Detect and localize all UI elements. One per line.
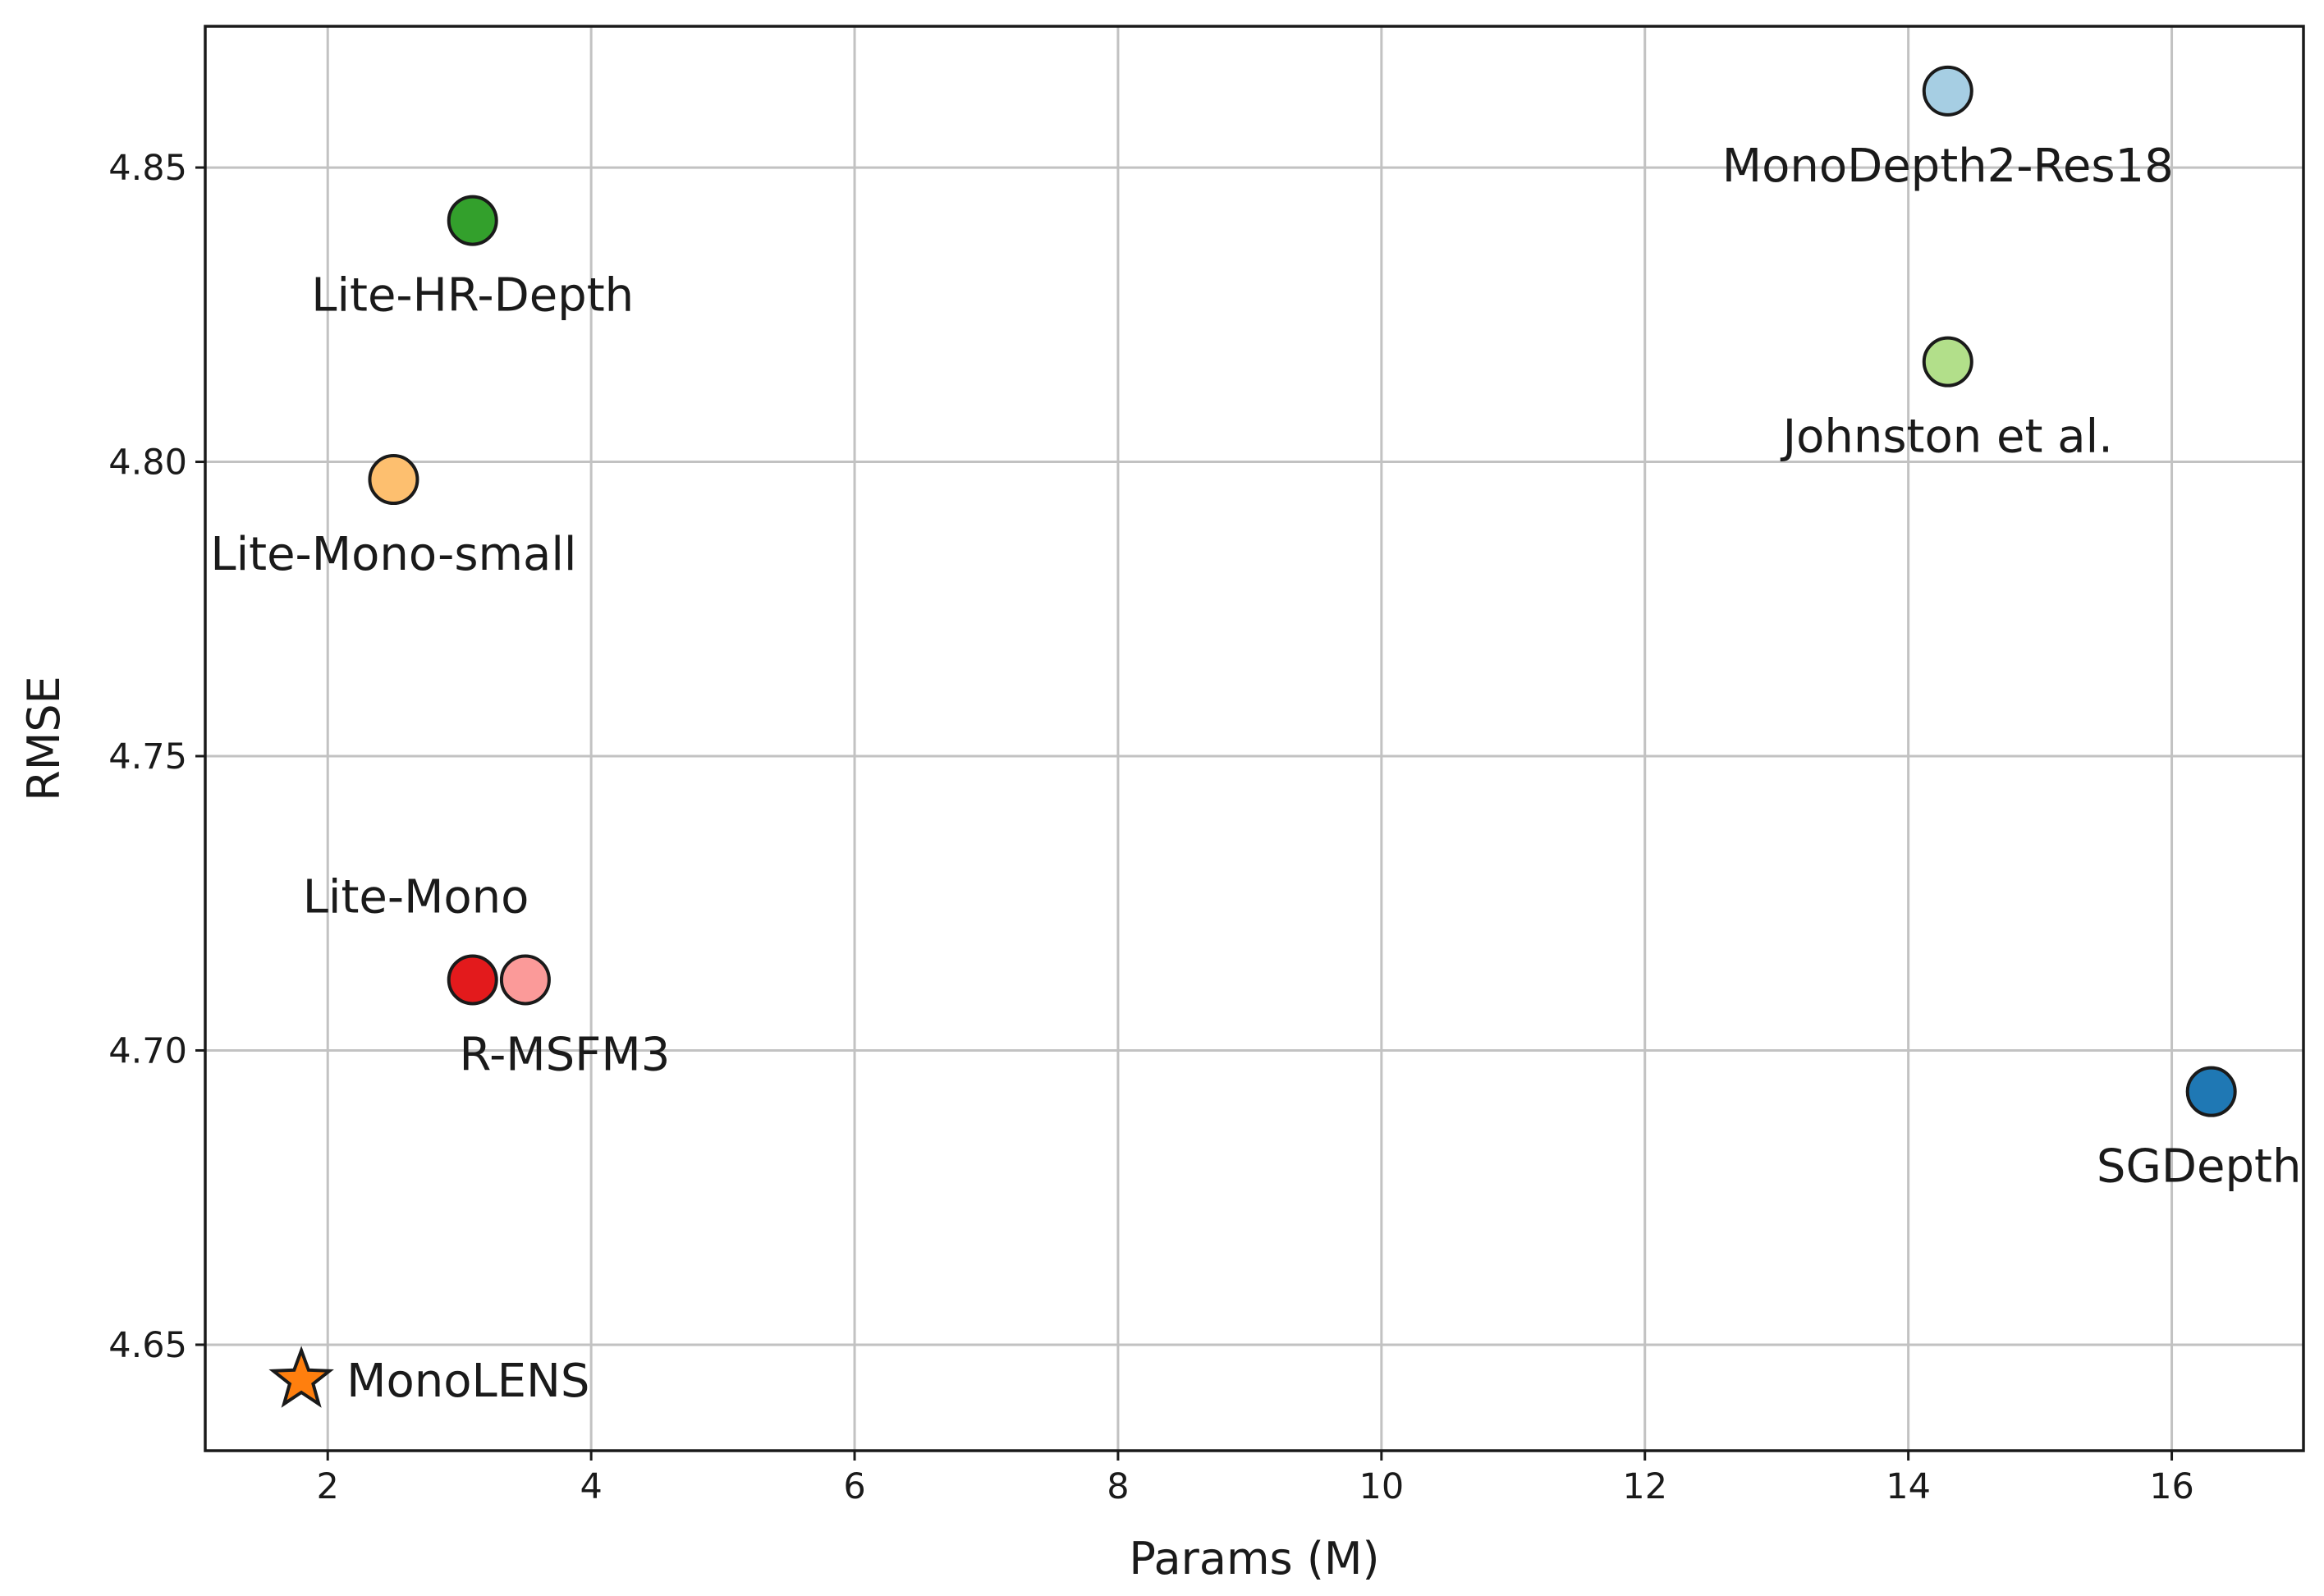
x-tick-label: 16 [2149, 1466, 2194, 1507]
y-tick-label: 4.85 [108, 148, 187, 189]
x-tick-label: 2 [317, 1466, 339, 1507]
plot-frame [204, 25, 2305, 1452]
point-johnston-et-al [1922, 336, 1973, 388]
label-sgdepth: SGDepth [2097, 1140, 2302, 1194]
point-lite-mono-small [368, 454, 419, 506]
y-tick-label: 4.80 [108, 443, 187, 484]
x-tick-label: 12 [1622, 1466, 1667, 1507]
y-tick-label: 4.75 [108, 736, 187, 777]
label-lite-hr-depth: Lite-HR-Depth [311, 269, 634, 323]
point-lite-hr-depth [447, 195, 498, 246]
point-monodepth2-res18 [1922, 65, 1973, 117]
x-tick-label: 10 [1359, 1466, 1404, 1507]
point-lite-mono [447, 954, 498, 1006]
x-tick-label: 6 [843, 1466, 865, 1507]
label-monolens: MonoLENS [346, 1355, 589, 1408]
point-labels: MonoDepth2-Res18 Lite-HR-Depth Johnston et… [210, 140, 2301, 1408]
axis-ticks: 2 4 6 8 10 12 14 16 4.65 4.70 4.75 4.80 4.85 [108, 148, 2194, 1507]
label-johnston-et-al: Johnston et al. [1781, 410, 2113, 464]
y-axis-title: RMSE [18, 676, 70, 801]
label-lite-mono-small: Lite-Mono-small [210, 528, 576, 581]
x-tick-label: 8 [1107, 1466, 1129, 1507]
y-tick-label: 4.70 [108, 1030, 187, 1071]
label-lite-mono: Lite-Mono [303, 870, 529, 924]
y-tick-label: 4.65 [108, 1325, 187, 1366]
point-r-msfm3 [499, 954, 551, 1006]
data-points [268, 65, 2237, 1408]
point-monolens [268, 1346, 334, 1408]
label-r-msfm3: R-MSFM3 [459, 1028, 670, 1081]
x-axis-title: Params (M) [1129, 1533, 1379, 1585]
x-tick-label: 4 [580, 1466, 602, 1507]
point-sgdepth [2185, 1066, 2237, 1117]
grid-lines [205, 26, 2303, 1451]
label-monodepth2-res18: MonoDepth2-Res18 [1722, 140, 2174, 193]
x-tick-label: 14 [1886, 1466, 1931, 1507]
